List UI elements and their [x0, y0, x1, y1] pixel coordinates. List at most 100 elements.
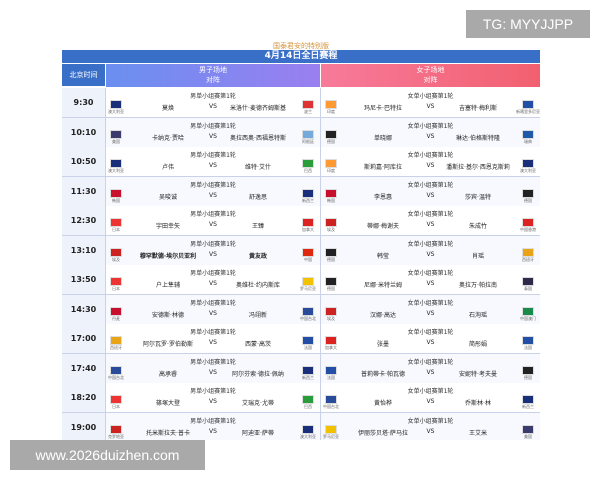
round: 女单小组赛第1轮: [407, 152, 454, 159]
round: 女单小组赛第1轮: [407, 417, 454, 425]
flag: [325, 159, 337, 168]
flag: [302, 218, 314, 227]
country: 阿根廷: [302, 138, 314, 144]
col-men: 男子场地 对阵: [106, 64, 320, 87]
round: 男单小组赛第1轮: [190, 329, 236, 336]
vs: VS: [426, 221, 435, 228]
round: 男单小组赛第1轮: [190, 93, 236, 100]
player-name: 维特·艾什: [245, 164, 271, 171]
divider: [320, 294, 321, 324]
flag: [110, 395, 122, 404]
country: 韩国: [112, 197, 120, 203]
country: 瑞典: [524, 138, 532, 144]
flag: [302, 306, 314, 316]
flag: [522, 129, 534, 139]
flag: [522, 365, 534, 375]
vs: VS: [209, 103, 217, 110]
country: 巴西: [304, 168, 312, 173]
country: 中国台北: [108, 374, 124, 380]
country: 中国香港: [520, 227, 536, 232]
player-name: 吉塞特·梅利斯: [459, 105, 497, 112]
flag: [302, 365, 314, 375]
flag: [110, 218, 122, 227]
vs: VS: [426, 427, 435, 435]
player-name: 户上隼辅: [155, 282, 181, 289]
round: 女单小组赛第1轮: [407, 358, 454, 366]
country: 新喀里多尼亚: [516, 109, 540, 114]
flag: [325, 395, 337, 404]
round: 女单小组赛第1轮: [407, 211, 454, 218]
logo: 国泰君安的特别版: [273, 42, 329, 50]
flag: [302, 159, 314, 168]
player-name: 奥拉万·帕拉南: [459, 282, 497, 289]
country: 埃及: [327, 315, 335, 321]
vs: VS: [426, 309, 435, 317]
player-name: 阿迪亚·萨蒂: [242, 429, 274, 437]
player-name: 安德斯·林德: [152, 311, 184, 319]
divider: [320, 117, 321, 147]
round: 女单小组赛第1轮: [407, 270, 454, 277]
flag: [110, 306, 122, 316]
vs: VS: [209, 132, 217, 140]
player-name: 吴唆诚: [158, 193, 178, 201]
schedule-row: 17:40 男单小组赛第1轮 中国台北 高承睿 新西兰 阿尔芬索·德拉·佩纳 VS 女单小组赛…: [62, 353, 540, 384]
country: 克罗地亚: [108, 433, 124, 439]
vs: VS: [209, 339, 217, 346]
flag: [302, 424, 314, 434]
divider: [320, 88, 321, 117]
country: 埃及: [112, 256, 120, 262]
vs: VS: [426, 280, 435, 287]
country: 澳大利亚: [108, 109, 124, 114]
flag: [325, 336, 337, 345]
schedule-row: 13:10 男单小组赛第1轮 埃及 穆罕默德·埃尔贝亚利 中国 黄友政 VS 女单小组赛第1轮…: [62, 235, 540, 266]
country: 法国: [327, 374, 335, 380]
flag: [110, 277, 122, 286]
flag: [325, 188, 337, 198]
player-name: 冯翊新: [248, 311, 268, 319]
time: 18:20: [62, 383, 106, 412]
flag: [110, 365, 122, 375]
col-women-title: 女子场地: [416, 66, 445, 74]
flag: [110, 336, 122, 345]
player-name: 篠塚大登: [155, 400, 181, 407]
country: 德国: [327, 286, 335, 291]
player-name: 莫焕: [161, 105, 175, 112]
vs: VS: [209, 368, 217, 376]
divider: [320, 235, 321, 265]
country: 埃及: [327, 227, 335, 232]
country: 新西兰: [302, 374, 314, 380]
country: 中国: [304, 256, 312, 262]
country: 日本: [112, 227, 120, 232]
time: 19:00: [62, 412, 106, 440]
country: 韩国: [327, 197, 335, 203]
country: 德国: [524, 374, 532, 380]
flag: [325, 365, 337, 375]
round: 女单小组赛第1轮: [407, 122, 454, 130]
vs: VS: [209, 250, 217, 258]
country: 美国: [112, 138, 120, 144]
round: 女单小组赛第1轮: [407, 299, 454, 307]
flag: [110, 247, 122, 257]
schedule-row: 19:00 男单小组赛第1轮 克罗地亚 托米斯拉夫·普卡 澳大利亚 阿迪亚·萨蒂 VS 女单小…: [62, 412, 540, 440]
col-men-title: 男子场地: [199, 66, 227, 74]
round: 男单小组赛第1轮: [190, 181, 236, 189]
col-men-sub: 对阵: [206, 76, 220, 84]
country: 中国台北: [300, 315, 316, 321]
country: 德国: [327, 138, 335, 144]
divider: [320, 265, 321, 294]
vs: VS: [426, 398, 435, 405]
player-name: 李恩惠: [373, 193, 393, 201]
title: 4月14日全日赛程: [62, 50, 540, 63]
player-name: 韩莹: [376, 252, 390, 260]
player-name: 简彤娟: [468, 341, 488, 348]
flag: [302, 247, 314, 257]
player-name: 蒂娜·梅谢夫: [367, 223, 399, 230]
time: 11:30: [62, 176, 106, 206]
vs: VS: [426, 250, 435, 258]
round: 男单小组赛第1轮: [190, 270, 236, 277]
schedule-row: 13:50 男单小组赛第1轮 日本 户上隼辅 罗马尼亚 奥维杜·约内斯库 VS 女单小组赛第1…: [62, 265, 540, 295]
rows: 9:30 男单小组赛第1轮 澳大利亚 莫焕 波兰 米洛什·麦德齐姆斯基 VS 女单小组赛第1轮…: [62, 88, 540, 440]
schedule-row: 18:20 男单小组赛第1轮 日本 篠塚大登 巴西 艾瑞克·尤蒂 VS 女单小组赛第1轮 中国台…: [62, 383, 540, 413]
country: 法国: [524, 345, 532, 350]
player-name: 宇田幸矢: [155, 223, 181, 230]
